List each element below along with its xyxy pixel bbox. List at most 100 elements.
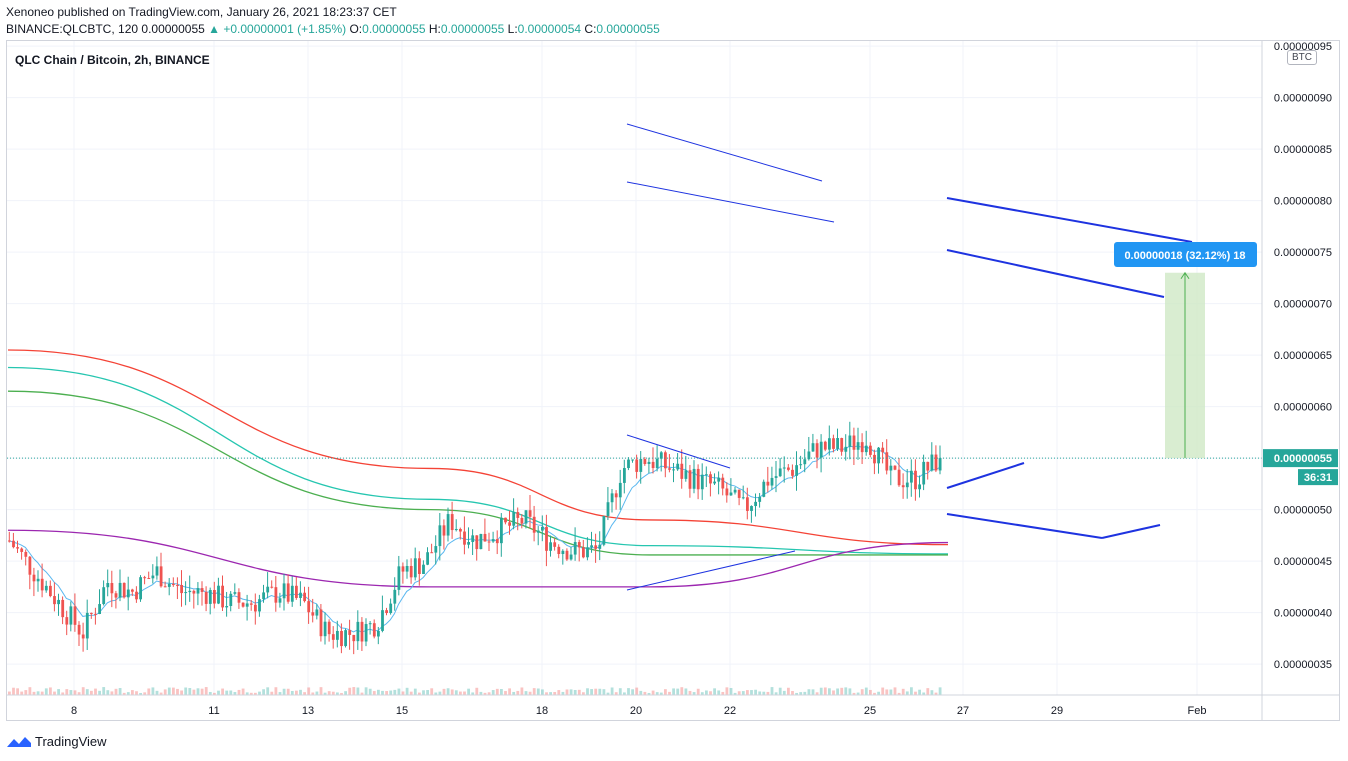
- candle-body: [520, 517, 524, 524]
- candle-body: [94, 613, 97, 615]
- volume-bar: [553, 692, 557, 695]
- volume-bar: [290, 690, 294, 695]
- volume-bar: [664, 689, 667, 695]
- candle-body: [204, 591, 208, 604]
- candle-body: [528, 510, 532, 517]
- volume-bar: [565, 689, 569, 695]
- measure-arrow-head: [1180, 271, 1190, 280]
- volume-bar: [381, 690, 384, 695]
- candle-body: [811, 443, 815, 452]
- trendline: [946, 197, 1193, 243]
- candle-body: [69, 606, 73, 625]
- volume-bar: [364, 687, 368, 695]
- candle-body: [668, 468, 671, 470]
- pane-title: QLC Chain / Bitcoin, 2h, BINANCE: [15, 53, 210, 67]
- volume-bar: [163, 689, 167, 695]
- candle-body: [61, 599, 65, 618]
- tradingview-logo[interactable]: TradingView: [6, 734, 107, 749]
- trendline: [626, 123, 823, 182]
- volume-bar: [73, 690, 77, 695]
- volume-bar: [442, 688, 446, 695]
- volume-bar: [684, 688, 688, 695]
- moving-averages: [7, 349, 949, 633]
- volume-bar: [860, 689, 864, 695]
- candle-body: [467, 542, 470, 545]
- candle-body: [98, 604, 101, 614]
- volume-bar: [8, 691, 11, 695]
- volume-bar: [258, 691, 261, 695]
- volume-bar: [286, 688, 290, 695]
- volume-bar: [69, 690, 73, 695]
- volume-bar: [213, 692, 216, 695]
- volume-bar: [897, 692, 901, 695]
- fast-ma-line: [8, 445, 940, 633]
- volume-bar: [315, 691, 319, 695]
- volume-bar: [774, 692, 778, 695]
- candle-body: [651, 461, 655, 469]
- candle-body: [213, 590, 216, 604]
- candle-body: [557, 546, 561, 555]
- volume-bar: [36, 691, 40, 695]
- volume-bar: [20, 691, 24, 695]
- change: ▲ +0.00000001 (+1.85%): [208, 22, 347, 36]
- symbol-ohlc-line: BINANCE:QLCBTC, 120 0.00000055 ▲ +0.0000…: [6, 22, 660, 36]
- volume-bar: [295, 690, 298, 695]
- volume-bar: [905, 691, 909, 695]
- candle-body: [245, 603, 249, 607]
- volume-bar: [114, 688, 118, 695]
- candle-body: [413, 558, 417, 578]
- volume-bar: [126, 692, 130, 695]
- candle-body: [877, 447, 880, 464]
- candle-body: [680, 463, 684, 479]
- volume-bar: [545, 692, 548, 695]
- volume-bar: [188, 688, 192, 695]
- volume-bar: [725, 687, 729, 695]
- candle-body: [471, 535, 475, 543]
- volume-bar: [573, 689, 577, 695]
- volume-bar: [590, 689, 593, 695]
- volume-bar: [491, 690, 495, 695]
- candle-body: [577, 542, 581, 548]
- y-tick-label: 0.00000050: [1274, 505, 1332, 517]
- candle-body: [815, 443, 819, 458]
- volume-bar: [655, 692, 659, 695]
- trendline: [946, 513, 1103, 539]
- candle-body: [155, 566, 159, 576]
- candle-body: [442, 525, 446, 536]
- candle-body: [151, 575, 155, 579]
- candle-body: [139, 577, 142, 600]
- candle-body: [799, 464, 803, 466]
- candle-body: [750, 506, 753, 511]
- volume-bar: [307, 687, 311, 695]
- candle-body: [364, 624, 368, 642]
- volume-bar: [930, 690, 934, 695]
- volume-bar: [139, 692, 142, 695]
- volume-bar: [368, 688, 372, 695]
- currency-badge[interactable]: BTC: [1287, 50, 1317, 65]
- candle-body: [586, 547, 589, 558]
- volume-bar: [254, 692, 257, 695]
- volume-bar: [532, 688, 536, 695]
- volume-bar: [102, 687, 106, 695]
- volume-bar: [422, 690, 425, 695]
- volume-bar: [323, 692, 327, 695]
- candle-body: [126, 589, 130, 598]
- volume-bar: [914, 691, 917, 695]
- candle-body: [241, 602, 245, 607]
- volume-bar: [709, 691, 712, 695]
- volume-bar: [311, 692, 315, 695]
- candle-body: [860, 442, 864, 453]
- candle-body: [233, 592, 237, 594]
- volume-bar: [131, 690, 134, 695]
- candle-body: [229, 593, 233, 607]
- volume-bar: [467, 688, 470, 695]
- candle-body: [696, 468, 700, 490]
- candle-body: [491, 539, 495, 542]
- candle-body: [200, 588, 204, 592]
- x-tick-label: 11: [208, 705, 219, 717]
- volume-bar: [245, 692, 249, 695]
- volume-bar: [700, 692, 704, 695]
- volume-bar: [463, 691, 466, 695]
- candle-body: [852, 435, 856, 450]
